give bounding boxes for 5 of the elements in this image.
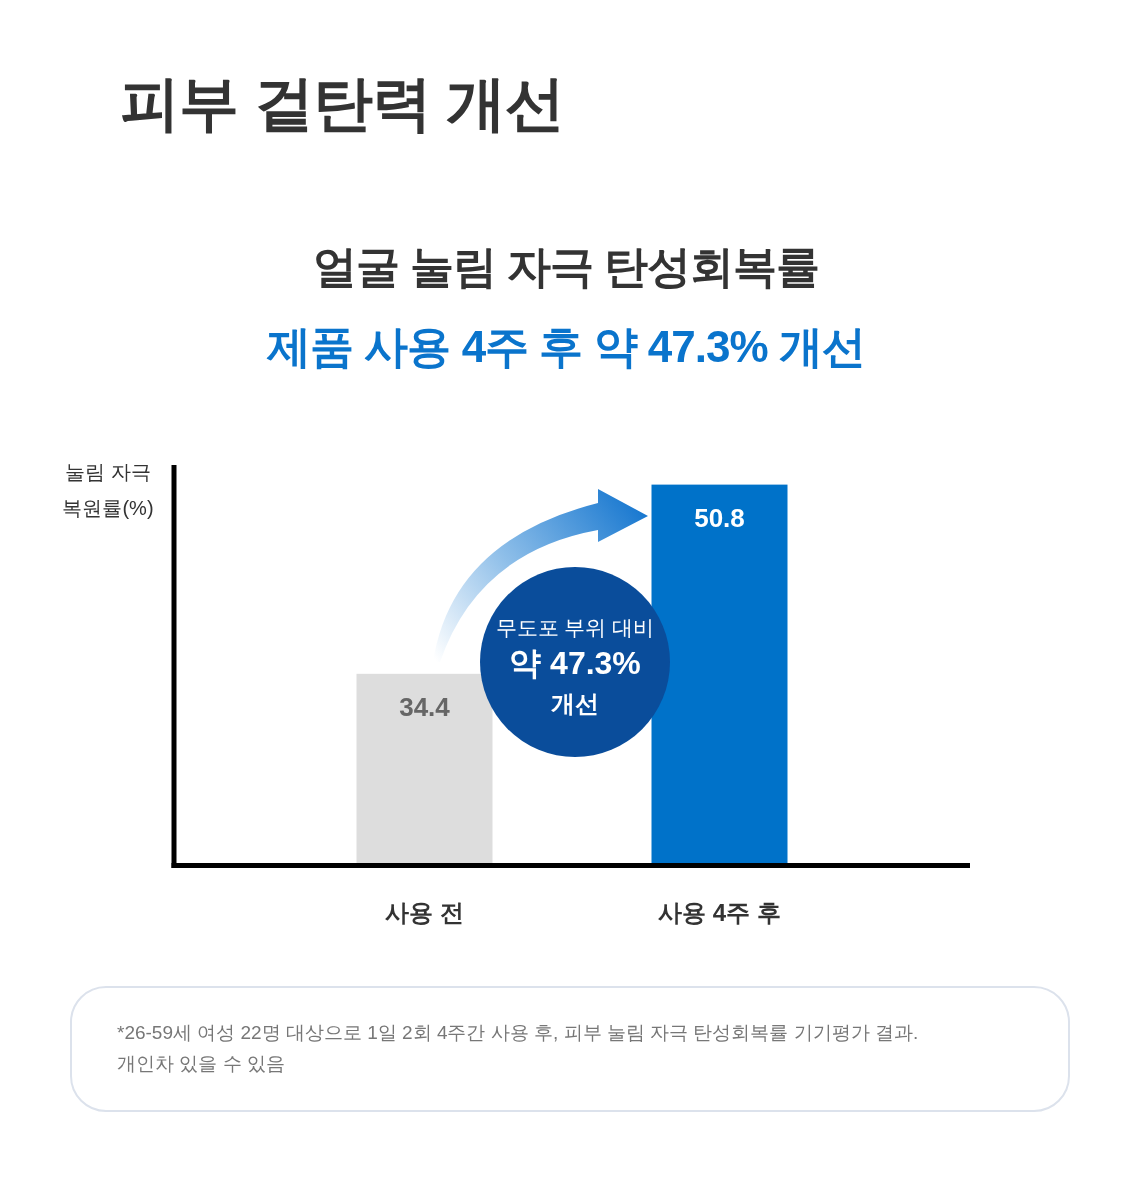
annotation: 무도포 부위 대비 약 47.3% 개선 [495, 615, 655, 717]
annotation: *26-59세 여성 22명 대상으로 1일 2회 4주간 사용 후, 피부 눌림 자극 탄성회복률 기기평가 결과. 개인차 있을 수 있음 [117, 1021, 920, 1076]
annotation: 제품 사용 4주 후 약 47.3% 개선 [265, 321, 866, 373]
subtitle: 얼굴 눌림 자극 탄성회복률 [311, 241, 821, 293]
title: 피부 겉탄력 개선 [120, 69, 565, 139]
